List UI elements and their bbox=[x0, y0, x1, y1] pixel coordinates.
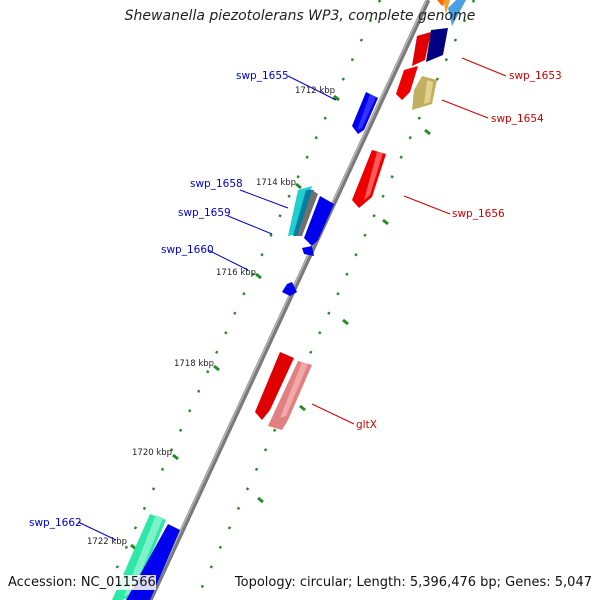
kbp-label: 1722 kbp bbox=[87, 537, 127, 547]
gene-feature-swp-1659[interactable] bbox=[302, 196, 334, 256]
genome-summary-text: Topology: circular; Length: 5,396,476 bp… bbox=[234, 575, 592, 590]
gene-feature-gltX[interactable] bbox=[255, 352, 312, 430]
kbp-label: 1720 kbp bbox=[132, 448, 172, 458]
backbone bbox=[147, 0, 431, 600]
gene-label-swp-1659[interactable]: swp_1659 bbox=[178, 207, 231, 219]
label-connectors-plus bbox=[311, 57, 507, 425]
tick-track-inner bbox=[100, 0, 382, 600]
kbp-label: 1718 kbp bbox=[174, 359, 214, 369]
gene-feature-swp-1653[interactable] bbox=[412, 0, 466, 66]
gene-feature-swp-1658[interactable] bbox=[288, 186, 318, 236]
gene-label-swp-1654[interactable]: swp_1654 bbox=[491, 113, 544, 125]
gene-feature-swp-1655[interactable] bbox=[352, 92, 378, 134]
gene-label-swp-1656[interactable]: swp_1656 bbox=[452, 208, 505, 220]
major-ticks bbox=[130, 94, 431, 551]
kbp-label: 1716 kbp bbox=[216, 268, 256, 278]
accession-text: Accession: NC_011566 bbox=[8, 575, 156, 590]
kbp-label: 1712 kbp bbox=[295, 86, 335, 96]
gene-label-swp-1655[interactable]: swp_1655 bbox=[236, 70, 289, 82]
gene-feature-swp-1656[interactable] bbox=[352, 150, 386, 208]
gene-label-gltX[interactable]: gltX bbox=[356, 419, 377, 431]
gene-label-swp-1653[interactable]: swp_1653 bbox=[509, 70, 562, 82]
gene-label-swp-1658[interactable]: swp_1658 bbox=[190, 178, 243, 190]
label-connectors-minus bbox=[77, 75, 337, 541]
kbp-label: 1714 kbp bbox=[256, 178, 296, 188]
gene-label-swp-1662[interactable]: swp_1662 bbox=[29, 517, 82, 529]
gene-feature-swp-1660[interactable] bbox=[282, 282, 297, 296]
genome-title: Shewanella piezotolerans WP3, complete g… bbox=[124, 8, 476, 24]
gene-feature-swp-1654[interactable] bbox=[396, 66, 437, 110]
gene-label-swp-1660[interactable]: swp_1660 bbox=[161, 244, 214, 256]
